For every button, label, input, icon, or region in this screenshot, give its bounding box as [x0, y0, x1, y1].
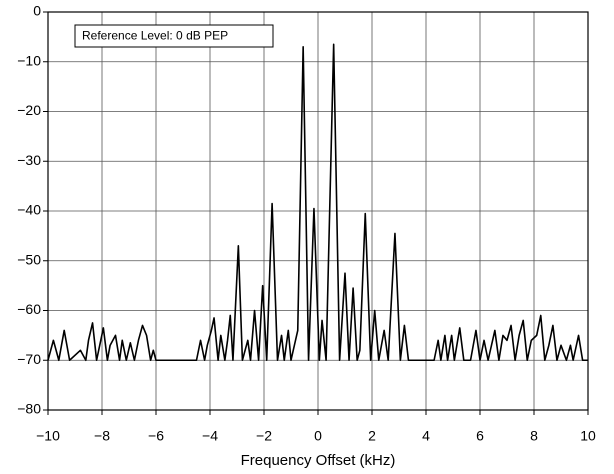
- y-tick-label: 0: [33, 3, 41, 19]
- annotation: Reference Level: 0 dB PEP: [82, 29, 228, 43]
- y-tick-label: −40: [17, 202, 41, 218]
- y-tick-label: −70: [17, 351, 41, 367]
- x-tick-label: 4: [422, 428, 430, 444]
- plot: 0−10−20−30−40−50−60−70−80−10 −8 −6 −4 −2 0 2 4 6…: [17, 3, 596, 444]
- x-tick-label: −2: [256, 428, 272, 444]
- x-tick-label: 0: [314, 428, 322, 444]
- x-tick-label: −8: [94, 428, 110, 444]
- y-tick-label: −30: [17, 152, 41, 168]
- x-tick-label: 10: [580, 428, 596, 444]
- y-tick-label: −20: [17, 102, 41, 118]
- y-tick-label: −60: [17, 301, 41, 317]
- x-tick-label: −10: [36, 428, 60, 444]
- x-tick-label: 8: [530, 428, 538, 444]
- x-tick-label: −6: [148, 428, 164, 444]
- x-axis-title: Frequency Offset (kHz): [241, 452, 396, 469]
- x-tick-label: 2: [368, 428, 376, 444]
- x-tick-label: 6: [476, 428, 484, 444]
- trace: [47, 43, 588, 362]
- annotation-box: [74, 24, 274, 48]
- x-tick-label: −4: [202, 428, 218, 444]
- plot-frame: [47, 11, 589, 411]
- y-tick-label: −50: [17, 251, 41, 267]
- y-tick-label: −80: [17, 401, 41, 417]
- y-tick-label: −10: [17, 52, 41, 68]
